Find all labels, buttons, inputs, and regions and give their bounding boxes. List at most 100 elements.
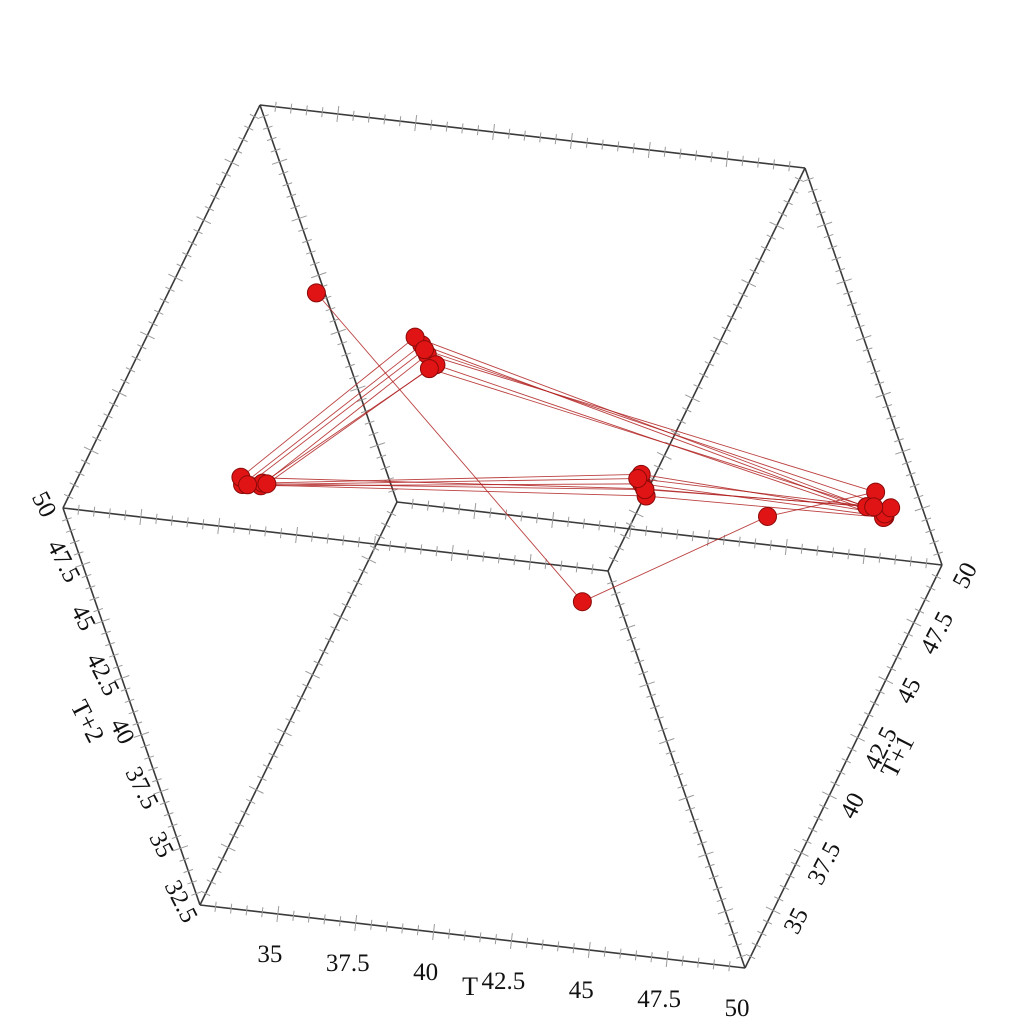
edge-6-tick <box>108 401 119 408</box>
edge-9-tick <box>665 750 676 755</box>
edge-10-tick <box>310 272 327 279</box>
edge-2-tick <box>326 533 329 544</box>
edge-1-tick <box>582 518 585 529</box>
data-point-1 <box>572 592 592 612</box>
edge-7-tick <box>682 407 692 413</box>
edge-0-tick <box>385 921 388 932</box>
edge-4-tick <box>347 591 357 597</box>
edge-1-tick <box>878 552 881 563</box>
edge-8-tick <box>191 891 201 896</box>
edge-6-tick <box>221 171 231 177</box>
trajectory-segment <box>266 368 430 485</box>
edge-1-tick <box>707 529 710 547</box>
edge-3-tick <box>476 125 480 136</box>
edge-3-tick <box>585 137 589 148</box>
edge-4-tick <box>277 728 292 737</box>
edge-1-tick <box>598 520 601 531</box>
edge-2-tick <box>373 535 376 553</box>
edge-0-tick <box>479 932 482 943</box>
edge-8-tick <box>167 823 178 828</box>
x-tick-label-6: 50 <box>725 995 750 1022</box>
edge-3-tick <box>523 130 526 141</box>
edge-5-tick <box>757 930 767 937</box>
edge-1-tick <box>458 504 461 515</box>
edge-5-tick <box>914 608 925 614</box>
edge-4-tick <box>330 626 340 632</box>
edge-6-tick <box>210 194 220 200</box>
edge-5-tick <box>813 815 823 821</box>
edge-8-tick <box>148 766 158 771</box>
edge-9-tick <box>669 761 680 766</box>
edge-3-tick <box>741 155 744 166</box>
edge-1-tick <box>862 547 866 565</box>
edge-10-tick <box>329 318 340 323</box>
edge-9-tick <box>678 794 695 801</box>
edge-0-tick <box>603 946 606 957</box>
edge-9-tick <box>639 681 655 688</box>
edge-2-tick <box>544 558 547 569</box>
edge-9-tick <box>732 943 743 948</box>
edge-7-tick <box>628 509 644 518</box>
edge-1-tick <box>567 516 570 527</box>
data-point-23 <box>881 498 901 518</box>
edge-6-tick <box>137 344 147 350</box>
edge-4-tick <box>206 879 216 885</box>
data-point-20 <box>419 359 439 379</box>
edge-9-tick <box>626 636 637 642</box>
edge-3-tick <box>554 134 557 145</box>
trajectory-segment <box>247 478 638 486</box>
edge-7-tick <box>783 199 793 206</box>
trajectory-segment <box>260 354 428 487</box>
edge-6-tick <box>75 470 85 477</box>
edge-2-tick <box>93 506 96 517</box>
edge-1-tick <box>816 545 819 556</box>
edge-11-tick <box>890 426 900 431</box>
edge-11-tick <box>929 540 940 545</box>
edge-7-tick <box>738 292 748 298</box>
z-tick-label-0: 50 <box>26 487 61 522</box>
edge-8-tick <box>179 857 190 862</box>
edge-5-tick <box>802 838 812 844</box>
edge-11-tick <box>831 256 842 261</box>
edge-2-tick <box>139 508 143 526</box>
edge-7-tick <box>741 279 757 288</box>
edge-11-tick <box>901 460 912 466</box>
edge-4-tick <box>341 602 352 609</box>
edge-9-tick <box>708 875 719 880</box>
trajectory-segment <box>414 336 886 515</box>
edge-11-tick <box>850 313 861 318</box>
box-edge-1 <box>396 501 943 566</box>
edge-2-tick <box>342 535 345 546</box>
edge-3-tick <box>492 123 495 141</box>
edge-2-tick <box>560 560 563 571</box>
edge-5-tick <box>903 631 913 637</box>
edge-0-tick <box>370 919 373 930</box>
edge-7-tick <box>732 303 743 309</box>
edge-2-tick <box>357 537 360 548</box>
edge-0-tick <box>245 905 248 916</box>
edge-10-tick <box>368 431 379 437</box>
edge-7-tick <box>693 384 703 390</box>
edge-7-tick <box>685 394 700 403</box>
edge-11-tick <box>925 528 936 534</box>
edge-7-tick <box>625 522 636 528</box>
edge-3-tick <box>570 132 573 150</box>
edge-5-tick <box>897 642 908 649</box>
edge-0-tick <box>728 961 731 972</box>
edge-0-tick <box>339 916 342 927</box>
edge-0-tick <box>416 925 420 936</box>
edge-4-tick <box>200 890 211 897</box>
edge-1-tick <box>691 531 694 542</box>
edge-0-tick <box>525 937 529 948</box>
edge-0-tick <box>541 939 544 950</box>
edge-5-tick <box>875 689 885 695</box>
edge-6-tick <box>249 113 260 120</box>
trajectory-segment <box>429 368 867 508</box>
edge-8-tick <box>152 778 162 783</box>
edge-4-tick <box>296 695 307 701</box>
edge-7-tick <box>789 188 799 194</box>
edge-1-tick <box>925 558 928 569</box>
box-edge-3 <box>259 104 806 169</box>
edge-11-tick <box>894 438 904 443</box>
